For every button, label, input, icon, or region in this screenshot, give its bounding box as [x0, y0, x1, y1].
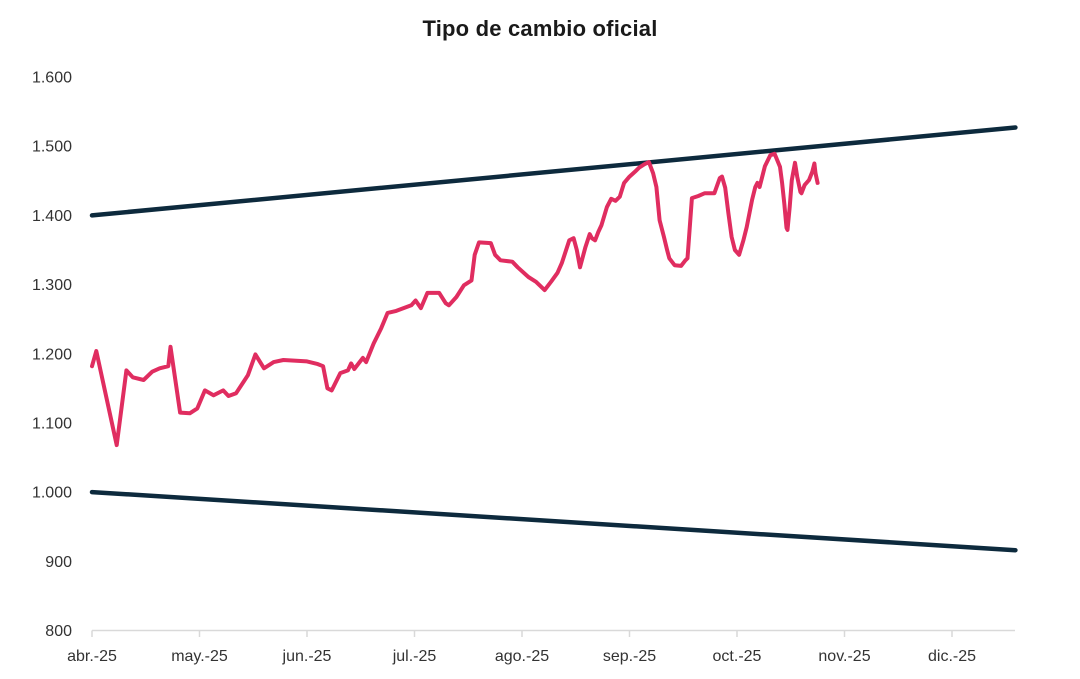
x-axis-label: ago.-25	[495, 648, 549, 665]
chart-title: Tipo de cambio oficial	[422, 16, 658, 41]
x-axis-label: may.-25	[171, 648, 228, 665]
y-axis-label: 1.200	[32, 346, 72, 363]
y-axis-label: 1.100	[32, 415, 72, 432]
x-axis-label: sep.-25	[603, 648, 656, 665]
y-axis-label: 1.400	[32, 208, 72, 225]
x-axis-label: nov.-25	[818, 648, 870, 665]
y-axis-label: 900	[45, 554, 72, 571]
x-axis-label: jul.-25	[392, 648, 437, 665]
x-axis-label: jun.-25	[282, 648, 332, 665]
y-axis-label: 1.600	[32, 70, 72, 87]
official-exchange-rate-line	[90, 151, 820, 448]
upper-band-line	[89, 125, 1018, 218]
x-axis-label: dic.-25	[928, 648, 976, 665]
x-axis-label: oct.-25	[713, 648, 762, 665]
x-axis-label: abr.-25	[67, 648, 117, 665]
y-axis-label: 1.500	[32, 139, 72, 156]
y-axis-label: 1.000	[32, 485, 72, 502]
y-axis-label: 800	[45, 623, 72, 640]
y-axis-label: 1.300	[32, 277, 72, 294]
lower-band-line	[89, 489, 1018, 553]
